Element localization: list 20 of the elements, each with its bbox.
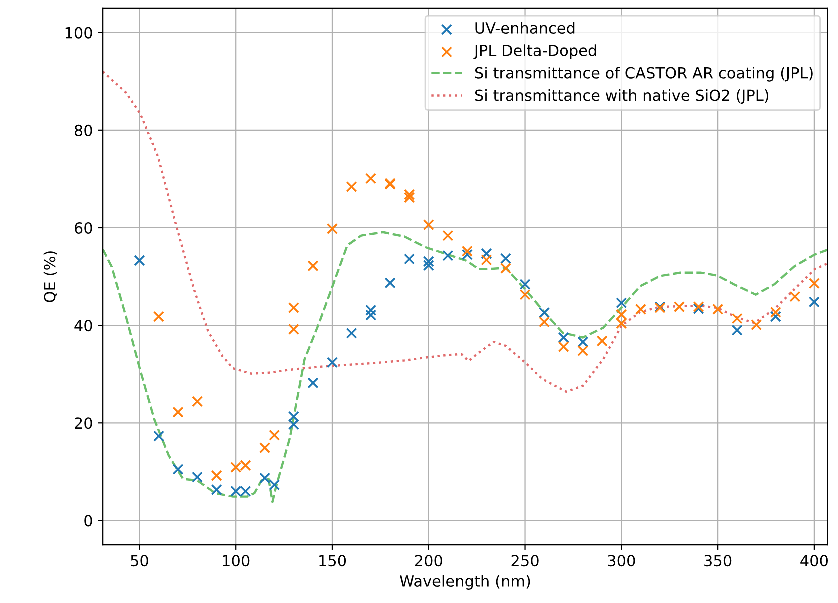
x-axis-title: Wavelength (nm) bbox=[400, 575, 530, 590]
x-tick-label: 200 bbox=[415, 555, 442, 567]
legend-label: Si transmittance of CASTOR AR coating (JPL) bbox=[475, 67, 813, 82]
x-tick-label: 150 bbox=[320, 555, 346, 567]
y-axis-title: QE (%) bbox=[44, 252, 58, 302]
y-tick-label: 40 bbox=[74, 320, 92, 332]
y-tick-label: 60 bbox=[74, 222, 92, 234]
legend-label: JPL Delta-Doped bbox=[474, 44, 596, 60]
x-tick-label: 250 bbox=[512, 555, 539, 567]
y-tick-label: 20 bbox=[75, 418, 92, 430]
legend-label: Si transmittance with native SiO2 (JPL) bbox=[475, 89, 769, 104]
y-tick-label: 100 bbox=[66, 27, 92, 39]
legend-label: UV-enhanced bbox=[476, 22, 575, 34]
x-tick-label: 100 bbox=[223, 555, 250, 567]
x-tick-label: 300 bbox=[608, 555, 636, 567]
x-tick-label: 400 bbox=[800, 555, 828, 567]
y-tick-label: 80 bbox=[74, 124, 92, 136]
y-tick-label: 0 bbox=[84, 515, 92, 527]
x-tick-label: 50 bbox=[131, 555, 148, 567]
x-tick-label: 350 bbox=[704, 555, 732, 567]
